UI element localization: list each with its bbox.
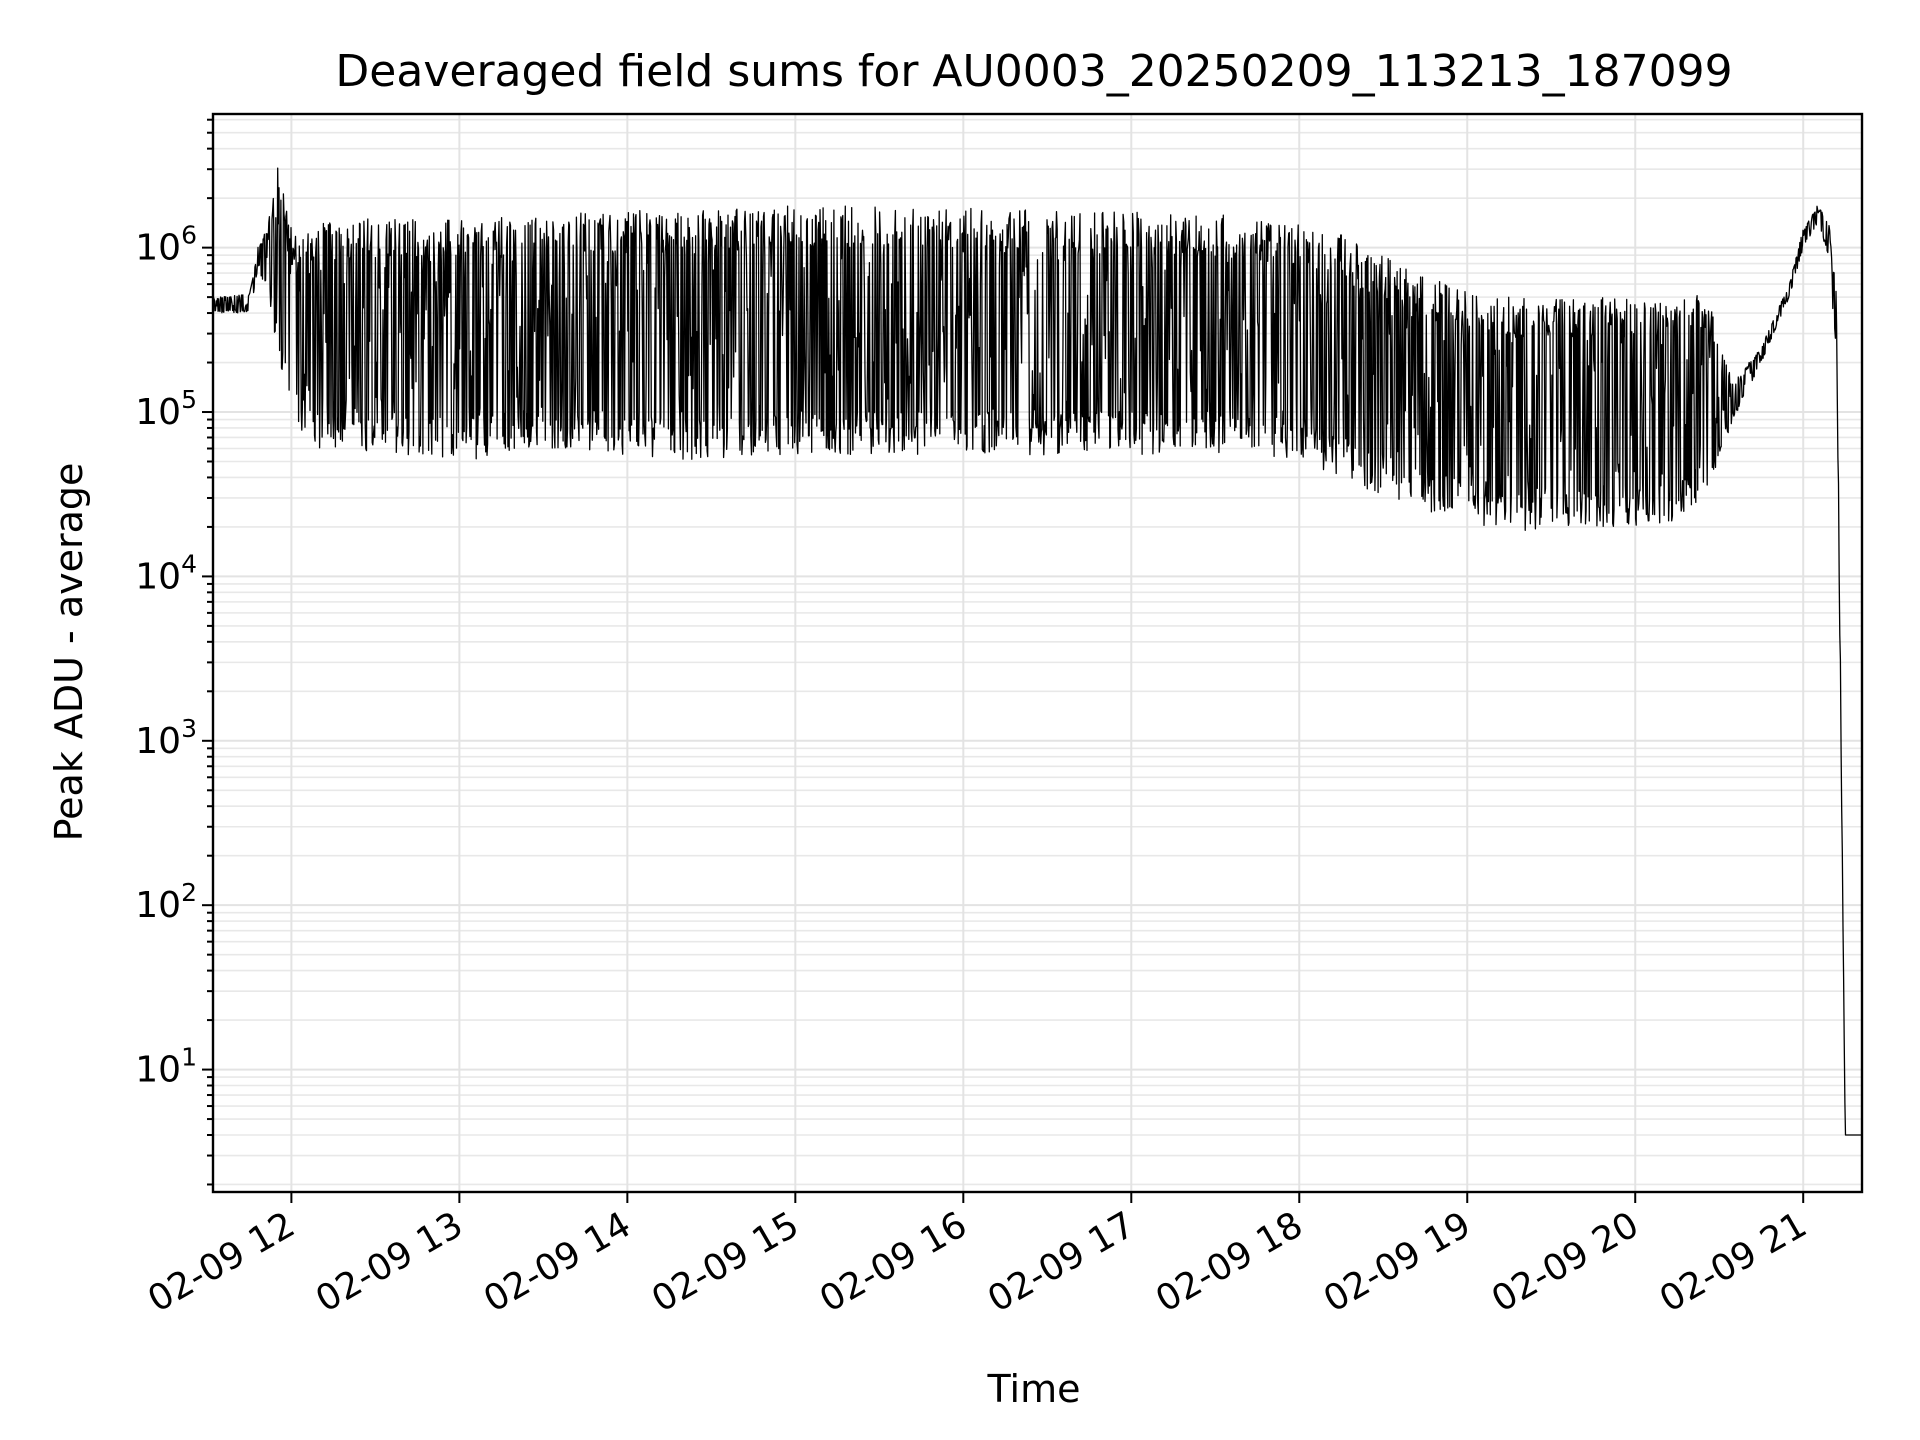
y-tick-exponent: 4: [181, 549, 197, 578]
x-axis-label: Time: [987, 1367, 1081, 1411]
y-tick-base: 10: [135, 228, 181, 269]
y-axis-label: Peak ADU - average: [47, 463, 91, 842]
y-tick-exponent: 6: [181, 221, 197, 250]
series-layer: [212, 167, 1863, 1136]
y-tick-label: 103: [135, 714, 197, 762]
y-tick-exponent: 2: [181, 878, 197, 907]
y-tick-label: 102: [135, 878, 197, 926]
y-tick-exponent: 5: [181, 385, 197, 414]
y-tick-base: 10: [135, 885, 181, 926]
y-tick-label: 101: [135, 1043, 197, 1091]
y-tick-base: 10: [135, 556, 181, 597]
y-tick-base: 10: [135, 1050, 181, 1091]
y-tick-exponent: 3: [181, 714, 197, 743]
y-tick-label: 105: [135, 385, 197, 433]
series-line: [212, 167, 1863, 1136]
y-tick-base: 10: [135, 721, 181, 762]
y-tick-base: 10: [135, 392, 181, 433]
y-tick-exponent: 1: [181, 1043, 197, 1072]
chart-title: Deaveraged field sums for AU0003_2025020…: [335, 46, 1732, 97]
plot-frame: [211, 112, 1864, 1194]
y-tick-label: 106: [135, 221, 197, 269]
y-tick-label: 104: [135, 549, 197, 597]
